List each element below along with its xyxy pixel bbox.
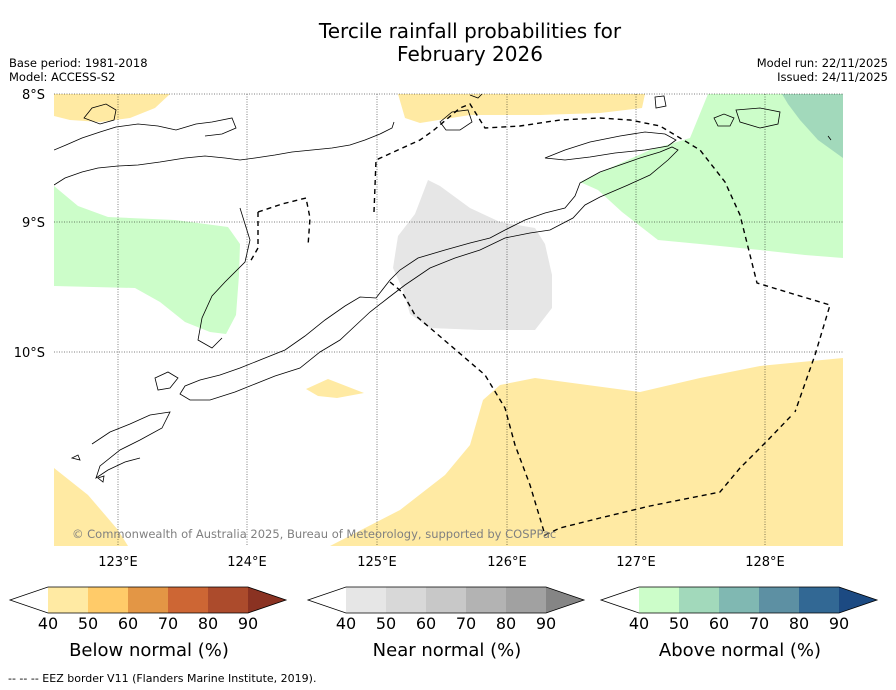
coastlines xyxy=(54,94,832,483)
colorbar-below-extend-low xyxy=(10,587,48,613)
colorbar-above-tick-label: 60 xyxy=(708,614,730,633)
footer-note: -- -- -- EEZ border V11 (Flanders Marine… xyxy=(8,672,317,685)
colorbar-below-tick-label: 80 xyxy=(197,614,219,633)
issued-text: Issued: 24/11/2025 xyxy=(777,70,888,84)
coastline-north-east-islands xyxy=(654,95,832,141)
map-area xyxy=(54,94,843,546)
colorbar-above-segment xyxy=(679,587,719,613)
below-normal-region-small-patch xyxy=(306,379,364,398)
above-normal-region-east xyxy=(580,94,843,258)
colorbar-near-segment xyxy=(346,587,386,613)
colorbar-below-segment xyxy=(208,587,248,613)
copyright-watermark: © Commonwealth of Australia 2025, Bureau… xyxy=(72,527,556,541)
coastline-flores-north xyxy=(54,117,237,151)
lat-label-10s: 10°S xyxy=(14,346,45,361)
chart-title: Tercile rainfall probabilities for Febru… xyxy=(0,20,896,66)
colorbar-near-tick-label: 50 xyxy=(375,614,397,633)
colorbar-above xyxy=(599,586,879,614)
colorbar-near-extend-high xyxy=(546,587,584,613)
colorbar-above-tick-label: 40 xyxy=(628,614,650,633)
lat-label-9s: 9°S xyxy=(22,216,45,231)
colorbar-above-segment xyxy=(639,587,679,613)
colorbar-above-label: Above normal (%) xyxy=(658,640,822,661)
lon-label-123e: 123°E xyxy=(98,555,138,570)
colorbar-above-outline xyxy=(599,586,879,614)
coastline-sumba xyxy=(197,207,251,349)
colorbar-above-tick-label: 90 xyxy=(828,614,850,633)
coastline-wetar xyxy=(544,131,677,161)
coastline-flores-south xyxy=(54,121,395,186)
header-right: Model run: 22/11/2025 Issued: 24/11/2025 xyxy=(757,56,888,84)
colorbar-near-label: Near normal (%) xyxy=(372,640,522,661)
colorbar-above-tick-label: 70 xyxy=(748,614,770,633)
lon-label-125e: 125°E xyxy=(357,555,397,570)
colorbar-above-segment xyxy=(799,587,839,613)
colorbar-below-tick-label: 70 xyxy=(157,614,179,633)
below-normal-region-south xyxy=(330,358,843,546)
colorbar-above-extend-high xyxy=(839,587,877,613)
coastline-alor xyxy=(83,94,483,131)
colorbar-below-label: Below normal (%) xyxy=(69,640,229,661)
map-figure: 8°S 9°S 10°S 123°E 124°E 125°E 126°E 127… xyxy=(14,88,843,570)
chart-title-line1: Tercile rainfall probabilities for xyxy=(318,19,622,43)
colorbar-near-outline xyxy=(306,586,586,614)
colorbar-near-tick-label: 80 xyxy=(495,614,517,633)
colorbar-below-segment xyxy=(48,587,88,613)
graticule xyxy=(54,93,843,546)
model-text: Model: ACCESS-S2 xyxy=(9,70,116,84)
lat-label-8s: 8°S xyxy=(22,88,45,103)
colorbar-near-tick-label: 60 xyxy=(415,614,437,633)
colorbar-below xyxy=(8,586,288,614)
colorbar-near-extend-low xyxy=(308,587,346,613)
coastline-timor xyxy=(179,146,679,401)
colorbar-below-outline xyxy=(8,586,288,614)
lon-label-127e: 127°E xyxy=(616,555,656,570)
colorbar-below-tick-label: 40 xyxy=(37,614,59,633)
above-normal-region-north-east xyxy=(782,94,843,158)
above-normal-region-west xyxy=(54,186,240,334)
colorbar-above-segment xyxy=(719,587,759,613)
colorbar-below-tick-label: 50 xyxy=(77,614,99,633)
colorbar-near-segment xyxy=(386,587,426,613)
coastline-rote xyxy=(91,411,171,479)
model-run-text: Model run: 22/11/2025 xyxy=(756,56,888,70)
chart-title-line2: February 2026 xyxy=(397,42,543,66)
colorbar-above-segment xyxy=(759,587,799,613)
lon-label-124e: 124°E xyxy=(227,555,267,570)
eez-border xyxy=(249,103,831,536)
colorbar-near-segment xyxy=(466,587,506,613)
colorbar-near-tick-label: 40 xyxy=(335,614,357,633)
colorbar-near-segment xyxy=(426,587,466,613)
colorbar-below-segment xyxy=(128,587,168,613)
colorbar-below-tick-label: 60 xyxy=(117,614,139,633)
colorbar-below-tick-label: 90 xyxy=(237,614,259,633)
lon-label-126e: 126°E xyxy=(487,555,527,570)
base-period-text: Base period: 1981-2018 xyxy=(9,56,148,70)
colorbar-below-segment xyxy=(88,587,128,613)
colorbar-near-tick-label: 90 xyxy=(535,614,557,633)
coastline-small-islands xyxy=(70,371,179,483)
lon-label-128e: 128°E xyxy=(745,555,785,570)
colorbar-above-tick-label: 80 xyxy=(788,614,810,633)
below-normal-region-south-west xyxy=(54,468,128,546)
below-normal-region-north-centre xyxy=(398,94,645,123)
colorbar-below-extend-high xyxy=(248,587,286,613)
colorbar-above-tick-label: 50 xyxy=(668,614,690,633)
near-normal-region xyxy=(393,180,552,330)
colorbar-near-segment xyxy=(506,587,546,613)
colorbar-near xyxy=(306,586,586,614)
colorbar-above-extend-low xyxy=(601,587,639,613)
colorbar-below-segment xyxy=(168,587,208,613)
colorbar-near-tick-label: 70 xyxy=(455,614,477,633)
header-left: Base period: 1981-2018 Model: ACCESS-S2 xyxy=(9,56,148,84)
